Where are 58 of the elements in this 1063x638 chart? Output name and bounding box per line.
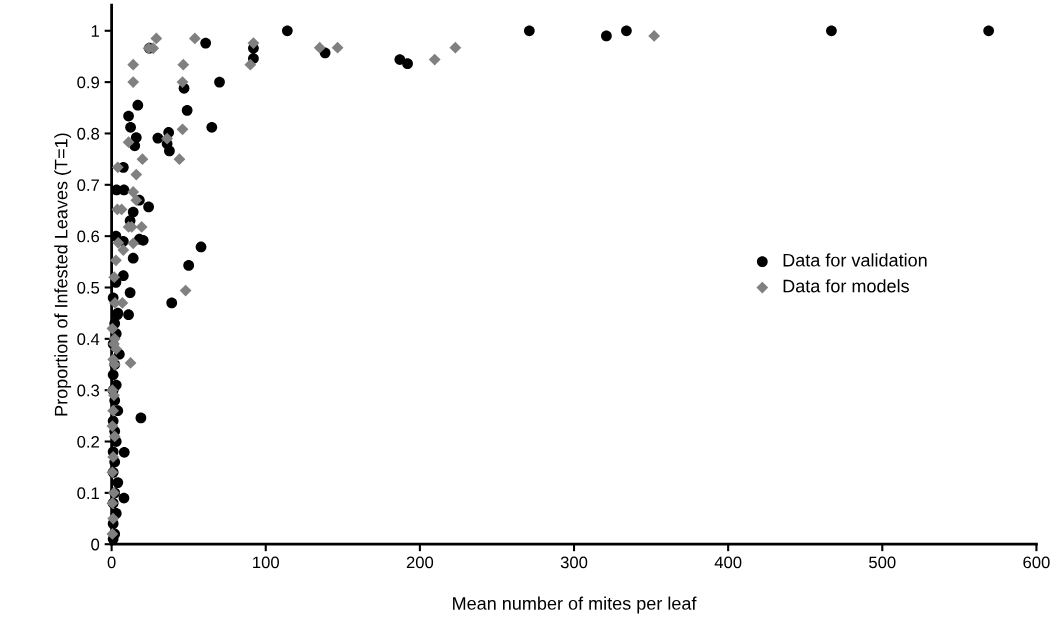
point xyxy=(648,30,661,42)
y-tick-label: 0.1 xyxy=(77,487,99,500)
y-tick-label: 0.7 xyxy=(77,179,99,192)
y-tick-label: 0.5 xyxy=(77,281,100,294)
point xyxy=(112,236,125,249)
point xyxy=(176,123,189,136)
point xyxy=(124,357,137,369)
point xyxy=(449,41,462,54)
point xyxy=(110,254,122,267)
x-tick-label: 100 xyxy=(253,556,279,569)
x-tick-label: 500 xyxy=(869,556,896,569)
legend-label: Data for models xyxy=(783,279,909,293)
y-tick-label: 0.2 xyxy=(77,435,99,448)
y-tick-label: 0 xyxy=(91,538,100,551)
point xyxy=(106,322,119,335)
point xyxy=(428,53,441,66)
point xyxy=(173,153,186,166)
point xyxy=(331,41,344,54)
point xyxy=(127,58,140,71)
y-axis-title: Proportion of Infested Leaves (T=1) xyxy=(54,133,72,416)
legend-label: Data for validation xyxy=(783,253,927,267)
point xyxy=(177,58,190,71)
point xyxy=(130,168,143,181)
y-tick-label: 0.4 xyxy=(77,333,100,346)
point xyxy=(150,32,163,45)
y-tick-label: 0.3 xyxy=(77,384,100,397)
point xyxy=(106,420,119,433)
point xyxy=(108,271,121,284)
point xyxy=(111,161,124,174)
x-tick-label: 300 xyxy=(560,556,588,569)
point xyxy=(247,37,260,49)
point xyxy=(313,41,326,54)
point xyxy=(176,76,189,89)
point xyxy=(107,404,120,417)
y-tick-label: 0.9 xyxy=(77,76,100,89)
point xyxy=(122,136,135,149)
x-axis-title: Mean number of mites per leaf xyxy=(453,596,697,614)
point xyxy=(127,237,140,250)
point xyxy=(108,430,121,443)
x-tick-label: 400 xyxy=(714,556,742,569)
x-tick-label: 200 xyxy=(406,556,434,569)
y-tick-label: 1 xyxy=(91,25,99,37)
point xyxy=(161,132,173,145)
point xyxy=(188,32,201,45)
point xyxy=(244,58,257,71)
point xyxy=(107,451,120,463)
point xyxy=(127,186,140,198)
point xyxy=(117,244,130,256)
y-tick-label: 0.8 xyxy=(77,127,100,140)
point xyxy=(130,194,143,207)
x-tick-label: 600 xyxy=(1023,556,1050,569)
x-tick-label: 0 xyxy=(107,556,116,569)
point xyxy=(135,221,148,233)
point xyxy=(107,512,120,525)
y-tick-label: 0.6 xyxy=(77,230,100,243)
point xyxy=(136,153,149,166)
point xyxy=(127,76,140,89)
point xyxy=(179,284,192,297)
